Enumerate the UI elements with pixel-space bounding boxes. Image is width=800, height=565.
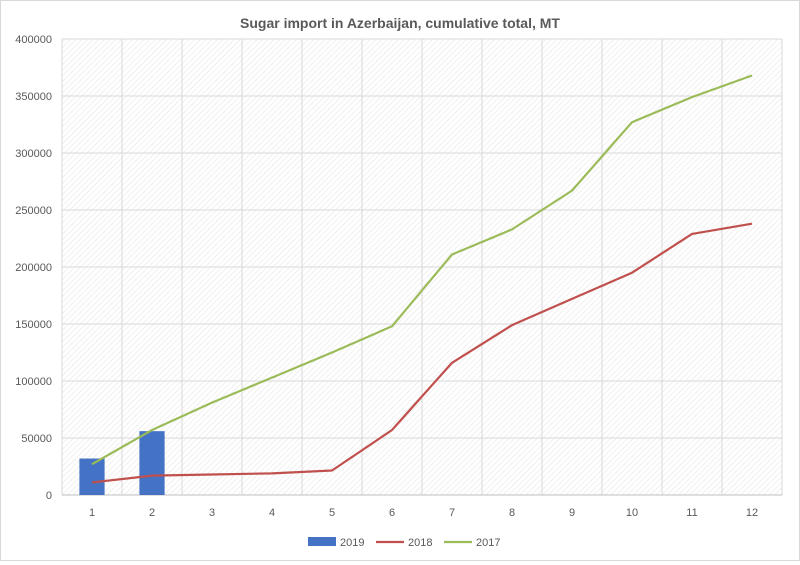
x-tick-label: 12 [746, 507, 758, 519]
x-tick-label: 5 [329, 507, 335, 519]
legend-label-2019: 2019 [340, 537, 364, 549]
x-tick-label: 6 [389, 507, 395, 519]
y-tick-label: 150000 [15, 319, 52, 331]
legend-label-2018: 2018 [408, 537, 432, 549]
y-tick-label: 300000 [15, 148, 52, 160]
series-line-2018 [91, 222, 753, 484]
x-tick-label: 4 [269, 507, 275, 519]
y-tick-label: 50000 [21, 433, 52, 445]
bar-2019 [139, 431, 165, 495]
x-tick-label: 7 [449, 507, 455, 519]
x-tick-label: 11 [686, 507, 697, 519]
chart-title: Sugar import in Azerbaijan, cumulative t… [240, 15, 560, 31]
bar-2019 [79, 458, 105, 495]
x-tick-label: 8 [509, 507, 515, 519]
legend: 2019 2018 2017 [308, 537, 500, 549]
y-tick-label: 100000 [15, 376, 52, 388]
y-tick-label: 200000 [15, 262, 52, 274]
plot-area: 0 50000 100000 150000 200000 250000 300000 3500… [15, 34, 783, 519]
legend-label-2017: 2017 [476, 537, 500, 549]
x-tick-label: 3 [209, 507, 215, 519]
y-tick-label: 250000 [15, 205, 52, 217]
series-line-2017 [91, 74, 753, 466]
y-tick-label: 350000 [15, 91, 52, 103]
y-tick-label: 400000 [15, 34, 52, 46]
y-tick-label: 0 [46, 490, 52, 502]
x-tick-label: 1 [89, 507, 95, 519]
x-tick-label: 2 [149, 507, 155, 519]
x-tick-label: 9 [569, 507, 575, 519]
legend-swatch-2019 [308, 537, 336, 546]
x-tick-label: 10 [626, 507, 638, 519]
